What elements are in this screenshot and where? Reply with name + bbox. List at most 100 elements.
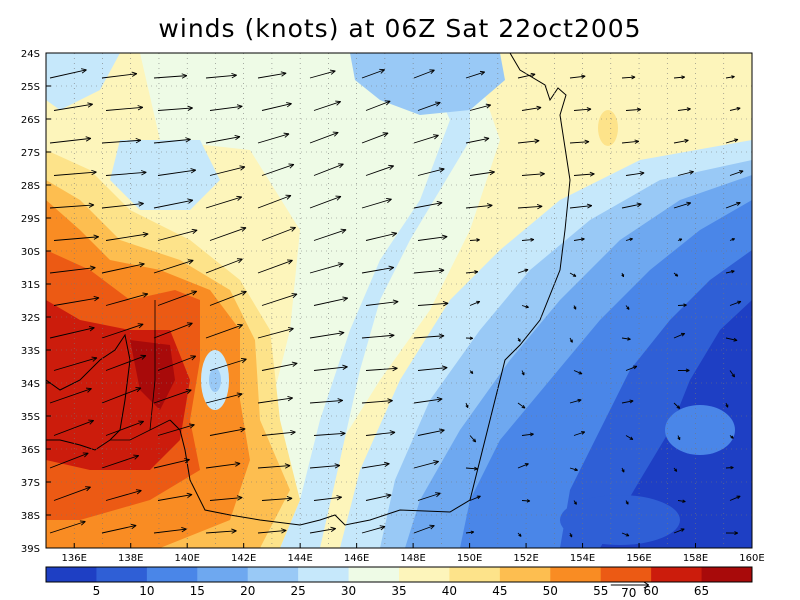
wind-arrow	[49, 520, 86, 534]
wind-arrow	[413, 524, 435, 534]
wind-arrow	[365, 100, 391, 111]
wind-arrow	[361, 132, 389, 144]
wind-arrow	[569, 467, 578, 472]
wind-arrow	[517, 337, 521, 342]
wind-arrow	[673, 467, 678, 472]
wind-arrow	[257, 71, 287, 79]
wind-arrow	[677, 435, 681, 441]
colorbar-swatch	[298, 567, 350, 582]
wind-arrow	[621, 202, 642, 209]
longitude-label: 152E	[513, 553, 538, 564]
reference-arrow-head	[643, 581, 650, 589]
wind-arrow	[53, 234, 99, 241]
wind-arrow	[521, 237, 535, 242]
wind-arrow	[205, 195, 243, 209]
wind-arrow	[157, 228, 198, 241]
wind-arrow	[573, 431, 586, 436]
wind-arrow	[469, 370, 474, 374]
wind-arrow	[569, 272, 577, 277]
wind-arrow	[365, 365, 398, 372]
field-blob-deep	[560, 495, 680, 545]
wind-arrow	[361, 525, 386, 534]
colorbar-swatch	[651, 567, 703, 582]
wind-arrow	[261, 429, 296, 436]
wind-arrow	[469, 238, 480, 242]
wind-arrow	[105, 354, 147, 371]
colorbar-label: 35	[391, 584, 406, 598]
wind-arrow	[673, 138, 689, 144]
wind-arrow	[361, 333, 395, 339]
wind-arrow	[209, 495, 243, 501]
wind-arrow	[417, 301, 449, 307]
wind-arrow	[205, 528, 237, 534]
wind-arrow	[521, 305, 529, 309]
wind-arrow	[313, 100, 341, 111]
latitude-label: 32S	[21, 313, 40, 324]
latitude-label: 35S	[21, 412, 40, 423]
wind-arrow	[361, 461, 390, 469]
longitude-label: 136E	[62, 553, 87, 564]
wind-arrow	[361, 198, 392, 209]
wind-arrow	[677, 107, 691, 112]
colorbar-label: 65	[694, 584, 709, 598]
wind-arrow	[725, 75, 735, 79]
wind-arrow	[153, 389, 192, 404]
colorbar-swatch	[499, 567, 551, 582]
colorbar-label: 15	[190, 584, 205, 598]
wind-arrow	[153, 322, 193, 339]
wind-arrow	[105, 292, 149, 306]
wind-arrow	[153, 458, 190, 469]
longitude-label: 160E	[739, 553, 764, 564]
wind-arrow	[157, 168, 197, 176]
wind-arrow	[729, 435, 734, 439]
latitude-label: 39S	[21, 544, 40, 555]
colorbar-swatch	[197, 567, 249, 582]
wind-arrow	[677, 303, 687, 307]
wind-arrow	[725, 269, 735, 274]
wind-arrow	[673, 528, 685, 534]
wind-arrow	[677, 368, 690, 373]
wind-arrow	[101, 387, 142, 404]
latitude-labels: 24S 25S 26S 27S 28S 29S 30S 31S 32S 33S 34S 35S 36S 3…	[21, 49, 51, 555]
wind-arrow	[725, 531, 739, 535]
wind-arrow	[417, 428, 445, 436]
wind-arrow	[209, 290, 247, 306]
wind-arrow	[209, 104, 243, 111]
wind-arrow	[417, 167, 445, 176]
wind-arrow	[413, 69, 435, 79]
wind-arrow	[313, 228, 347, 241]
wind-arrow	[261, 163, 295, 176]
wind-arrow	[469, 300, 481, 306]
wind-arrow	[729, 170, 744, 176]
wind-arrow	[569, 398, 582, 404]
wind-arrow	[729, 495, 741, 501]
latitude-label: 36S	[21, 445, 40, 456]
wind-arrow	[209, 226, 247, 241]
colorbar-swatch	[96, 567, 148, 582]
wind-arrow	[677, 499, 686, 503]
wind-arrow	[621, 75, 636, 80]
wind-arrow	[309, 262, 344, 274]
wind-arrow	[261, 102, 292, 111]
longitude-label: 142E	[231, 553, 256, 564]
wind-arrow	[205, 323, 243, 339]
colorbar-label: 10	[139, 584, 154, 598]
wind-arrow	[49, 202, 95, 209]
wind-arrow	[365, 164, 395, 176]
colorbar-swatch	[348, 567, 400, 582]
wind-arrow	[49, 452, 89, 469]
wind-arrow	[153, 526, 187, 534]
colorbar-label: 50	[543, 584, 558, 598]
field-25-30-center	[280, 53, 470, 548]
wind-arrow	[361, 265, 395, 274]
wind-arrow	[677, 238, 683, 242]
wind-arrow	[517, 532, 522, 537]
wind-arrow	[205, 134, 241, 144]
longitude-label: 156E	[626, 553, 651, 564]
wind-arrow	[625, 435, 634, 440]
colorbar-label: 40	[442, 584, 457, 598]
wind-arrow	[417, 101, 441, 111]
wind-arrow	[725, 138, 739, 144]
wind-arrow	[153, 259, 194, 274]
wind-arrow	[465, 402, 469, 408]
